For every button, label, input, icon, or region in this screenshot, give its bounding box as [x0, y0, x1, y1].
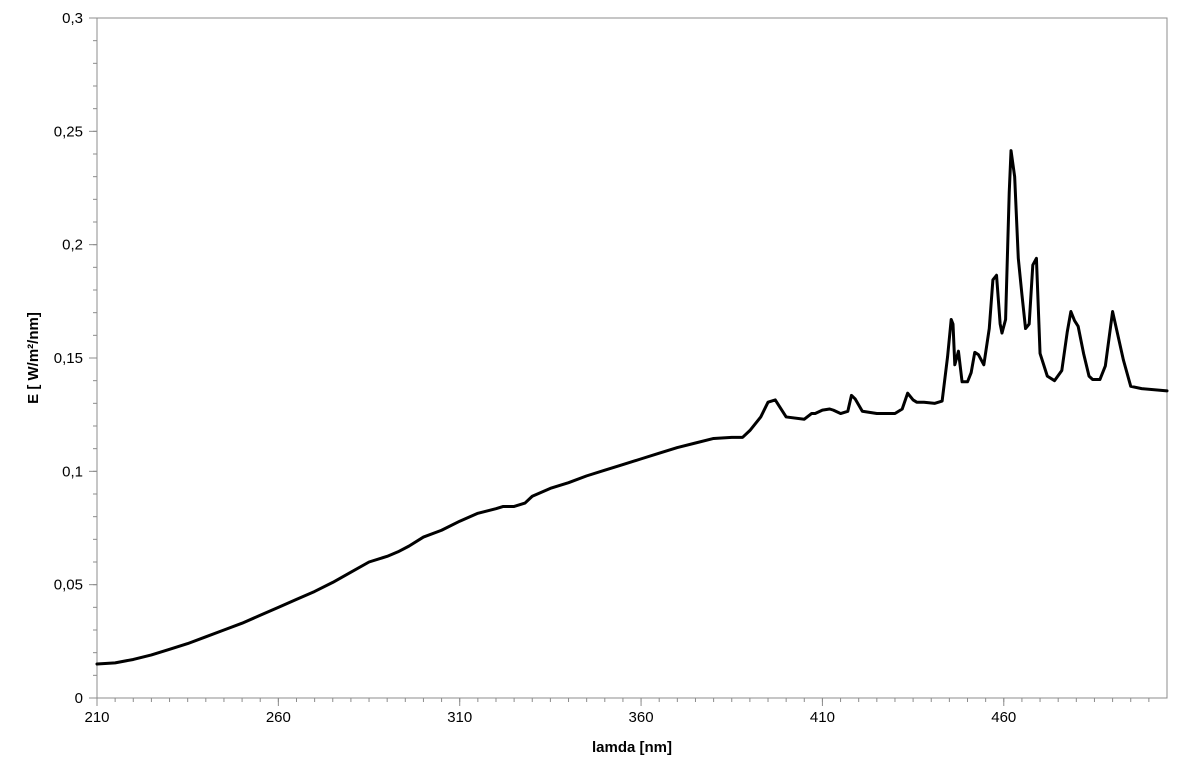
y-axis: 0 0,05 0,1 0,15 0,2 0,25 0,3 — [54, 10, 97, 707]
y-axis-title: E [ W/m²/nm] — [25, 312, 42, 404]
x-tick-label: 360 — [629, 709, 654, 726]
spectrum-line — [95, 149, 1169, 666]
y-tick-label: 0,2 — [62, 237, 83, 254]
y-tick-label: 0,1 — [62, 463, 83, 480]
y-tick-label: 0,05 — [54, 577, 83, 594]
series-layer — [95, 149, 1169, 666]
x-tick-label: 310 — [447, 709, 472, 726]
plot-area — [96, 17, 1168, 699]
x-tick-label: 260 — [266, 709, 291, 726]
plot-border — [96, 17, 1168, 699]
y-tick-label: 0,25 — [54, 123, 83, 140]
y-tick-label: 0 — [75, 690, 83, 707]
x-tick-label: 210 — [84, 709, 109, 726]
x-tick-label: 410 — [810, 709, 835, 726]
minor-ticks — [93, 40, 1150, 702]
x-axis: 210 260 310 360 410 460 — [84, 698, 1016, 726]
y-tick-label: 0,3 — [62, 10, 83, 27]
y-tick-label: 0,15 — [54, 350, 83, 367]
x-tick-label: 460 — [991, 709, 1016, 726]
x-axis-title: lamda [nm] — [592, 739, 672, 756]
